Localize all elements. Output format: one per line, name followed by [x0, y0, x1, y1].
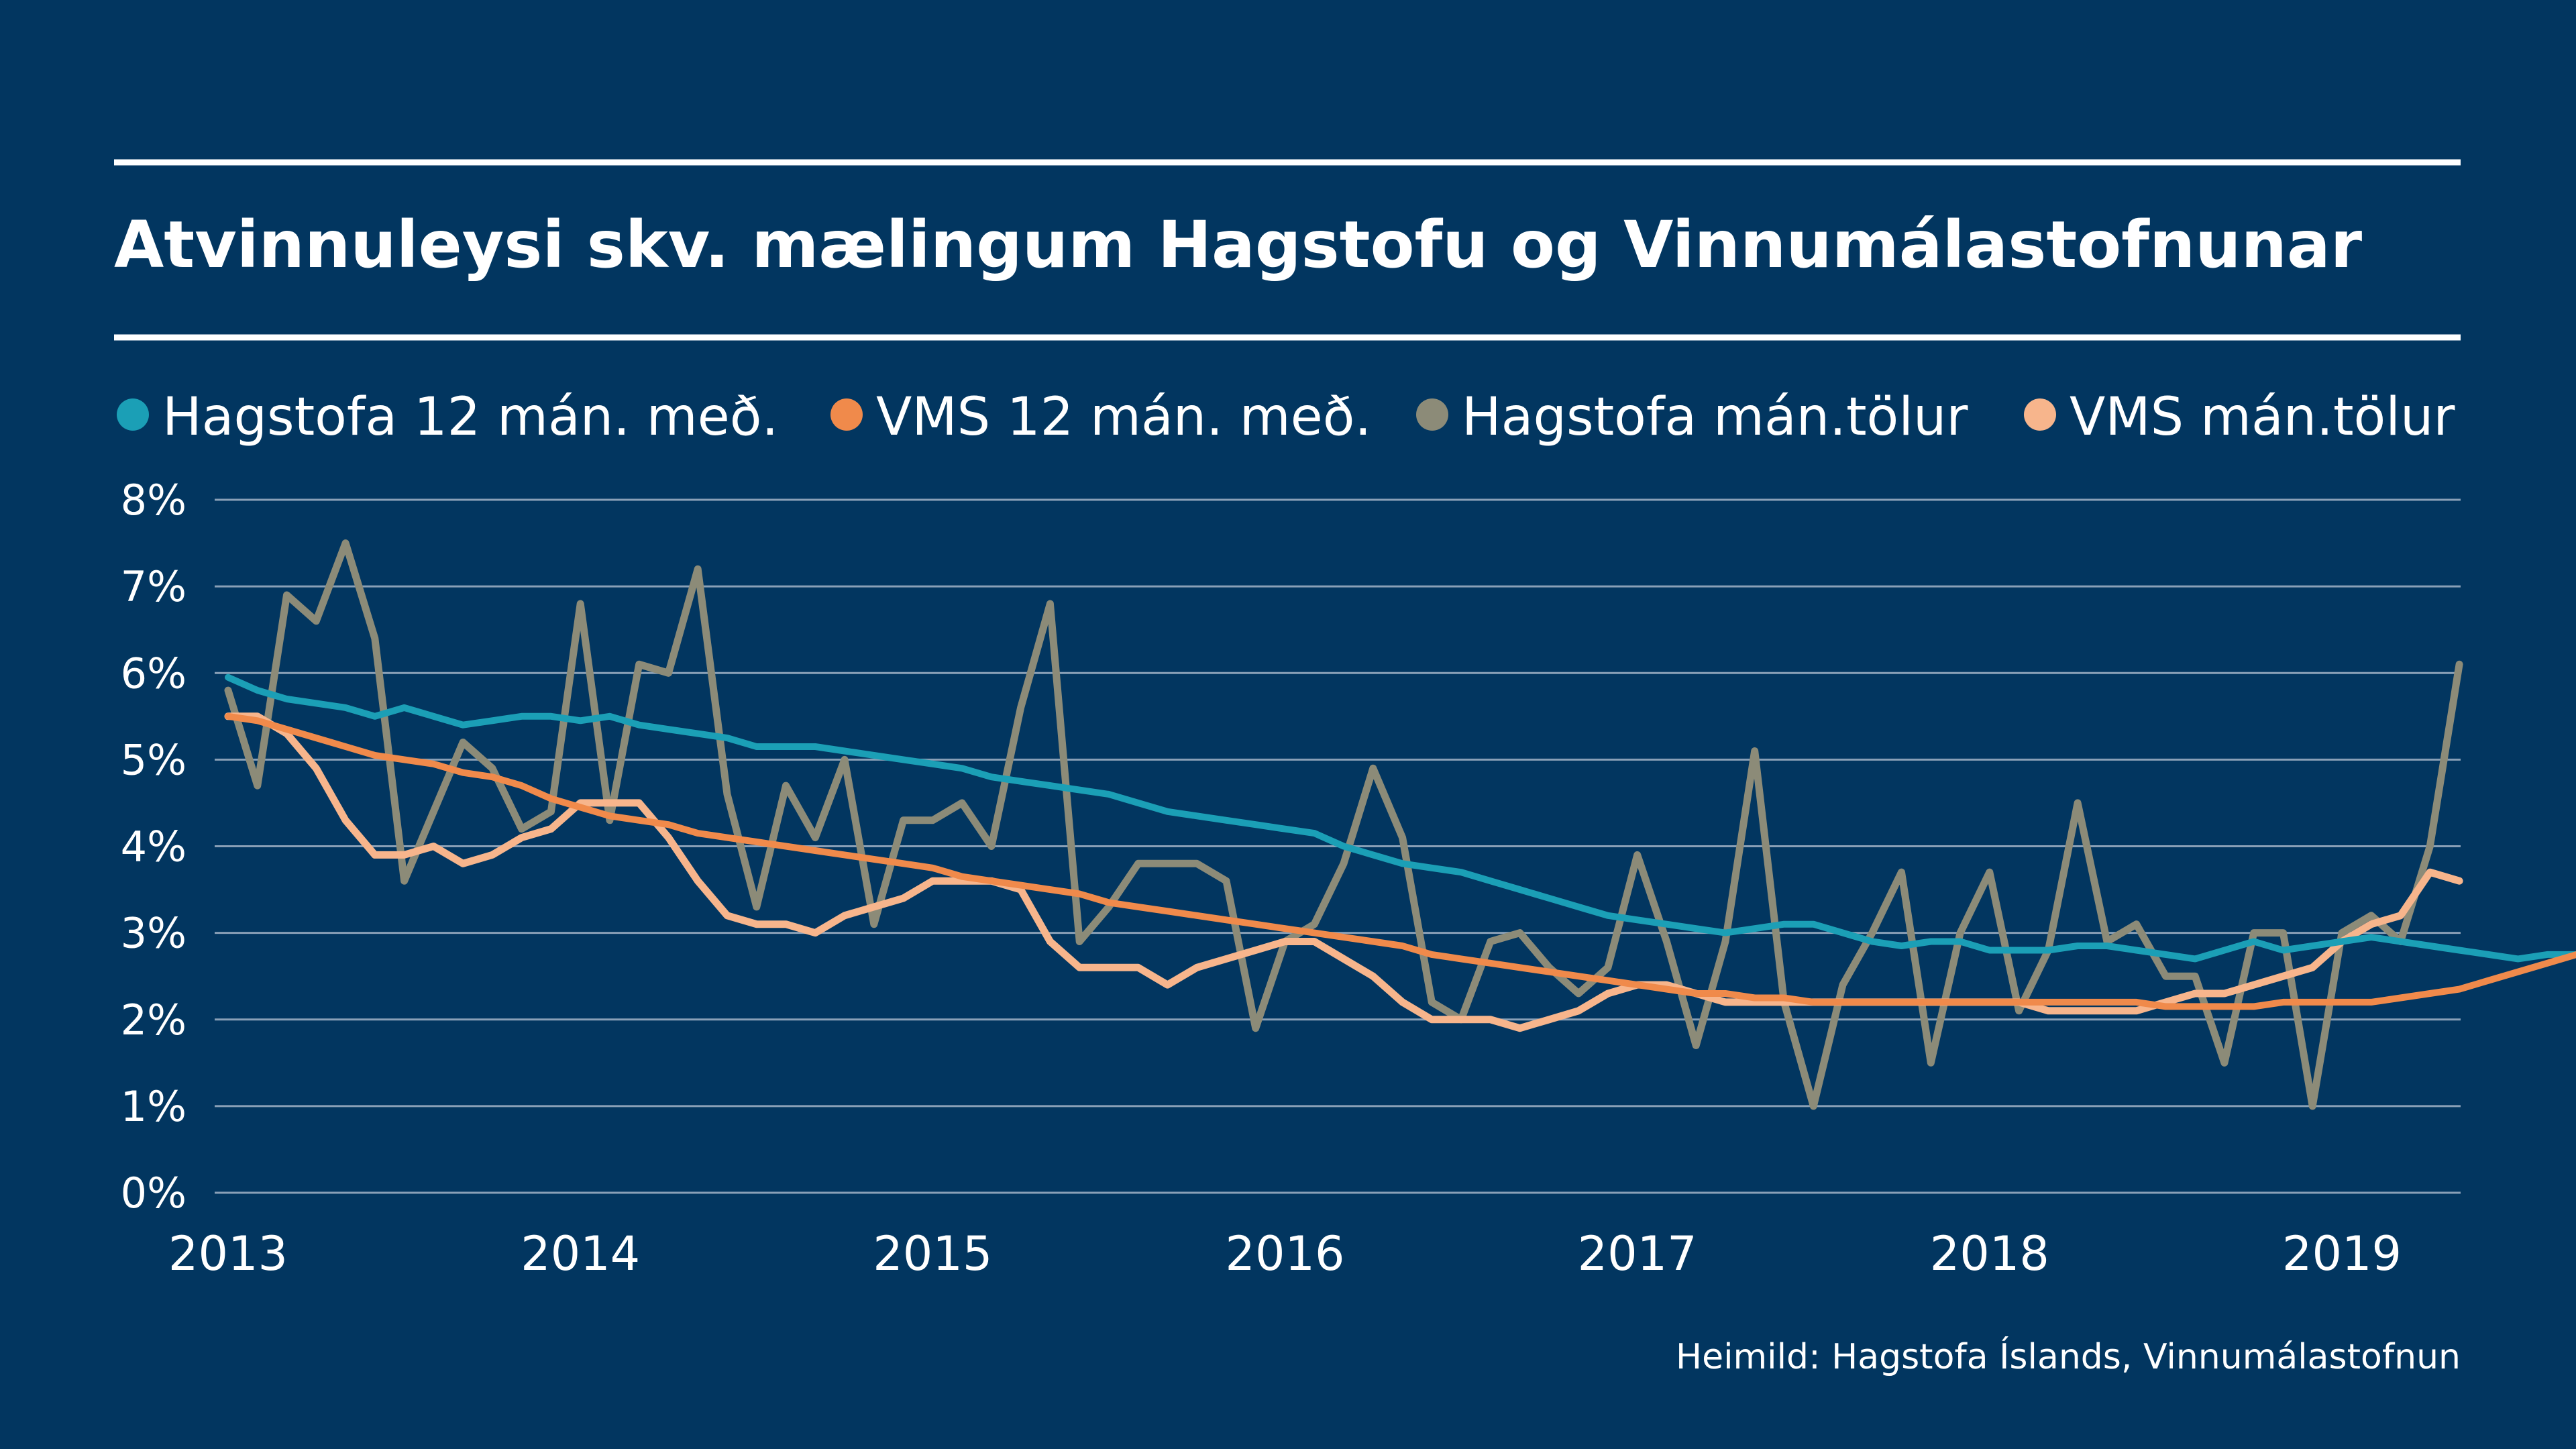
x-tick-label: 2016 — [1225, 1226, 1344, 1281]
y-tick-label: 3% — [121, 909, 186, 958]
x-tick-label: 2017 — [1578, 1226, 1697, 1281]
legend-label: Hagstofa mán.tölur — [1462, 387, 1968, 447]
series-line-1 — [225, 674, 2576, 963]
legend-marker — [830, 398, 863, 431]
y-tick-label: 1% — [121, 1082, 186, 1131]
series-line-2 — [225, 712, 2576, 1010]
legend-marker — [2024, 398, 2056, 431]
x-tick-label: 2013 — [168, 1226, 288, 1281]
series-line-4 — [224, 712, 2463, 1032]
x-tick-label: 2015 — [873, 1226, 992, 1281]
x-axis: 2013 2014 2015 2016 2017 2018 2019 — [168, 1226, 2402, 1281]
x-tick-label: 2018 — [1930, 1226, 2049, 1281]
y-tick-label: 2% — [121, 996, 186, 1044]
legend-marker — [1416, 398, 1448, 431]
y-tick-label: 4% — [121, 822, 186, 871]
series-lines — [224, 539, 2576, 1110]
x-tick-label: 2019 — [2282, 1226, 2402, 1281]
x-tick-label: 2014 — [521, 1226, 640, 1281]
y-tick-label: 0% — [121, 1169, 186, 1218]
source-note: Heimild: Hagstofa Íslands, Vinnumálastof… — [1676, 1336, 2461, 1377]
chart-title: Atvinnuleysi skv. mælingum Hagstofu og V… — [114, 207, 2363, 282]
series-line-3 — [224, 539, 2463, 1110]
y-tick-label: 6% — [121, 649, 186, 698]
y-axis: 0% 1% 2% 3% 4% 5% 6% 7% 8% — [121, 476, 186, 1218]
y-tick-label: 7% — [121, 562, 186, 611]
legend-label: VMS mán.tölur — [2070, 387, 2455, 447]
legend-marker — [117, 398, 149, 431]
legend-label: VMS 12 mán. með. — [876, 387, 1371, 447]
legend-label: Hagstofa 12 mán. með. — [162, 387, 778, 447]
legend: Hagstofa 12 mán. með. VMS 12 mán. með. Hag… — [117, 387, 2455, 447]
y-tick-label: 5% — [121, 735, 186, 784]
y-tick-label: 8% — [121, 476, 186, 525]
